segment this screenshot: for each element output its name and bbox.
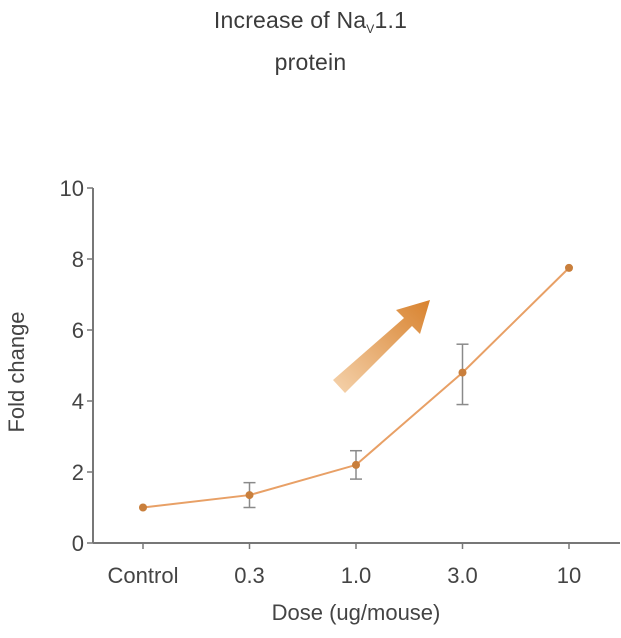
x-axis-title: Dose (ug/mouse) bbox=[272, 600, 441, 625]
chart-title-line2: protein bbox=[274, 49, 347, 75]
chart-title-line1: Increase of NaV1.1 bbox=[0, 4, 621, 46]
x-tick-label: Control bbox=[108, 563, 179, 588]
data-point bbox=[352, 460, 360, 469]
trend-arrow-icon bbox=[333, 300, 430, 393]
y-tick-label: 6 bbox=[72, 318, 84, 343]
y-tick-label: 4 bbox=[72, 389, 84, 414]
y-tick-label: 10 bbox=[60, 176, 84, 201]
title-suffix: 1.1 bbox=[374, 7, 408, 33]
y-axis-title: Fold change bbox=[4, 311, 29, 432]
axes: 0 2 4 6 8 10 Control 0.3 1.0 3.0 10 bbox=[60, 176, 620, 588]
title-subscript: V bbox=[366, 22, 375, 36]
title-prefix: Increase of Na bbox=[213, 7, 367, 33]
x-tick-label: 1.0 bbox=[341, 563, 372, 588]
x-tick-label: 3.0 bbox=[447, 563, 478, 588]
data-layer bbox=[139, 263, 573, 512]
y-tick-label: 0 bbox=[72, 531, 84, 556]
annotation-layer bbox=[333, 300, 430, 393]
data-point bbox=[245, 491, 254, 500]
x-tick-label: 10 bbox=[557, 563, 581, 588]
data-point bbox=[139, 503, 147, 512]
y-tick-label: 8 bbox=[72, 247, 84, 272]
data-point bbox=[458, 368, 467, 377]
data-point bbox=[565, 263, 573, 272]
x-tick-label: 0.3 bbox=[234, 563, 265, 588]
chart-title: Increase of NaV1.1 protein bbox=[0, 4, 621, 79]
y-tick-label: 2 bbox=[72, 460, 84, 485]
